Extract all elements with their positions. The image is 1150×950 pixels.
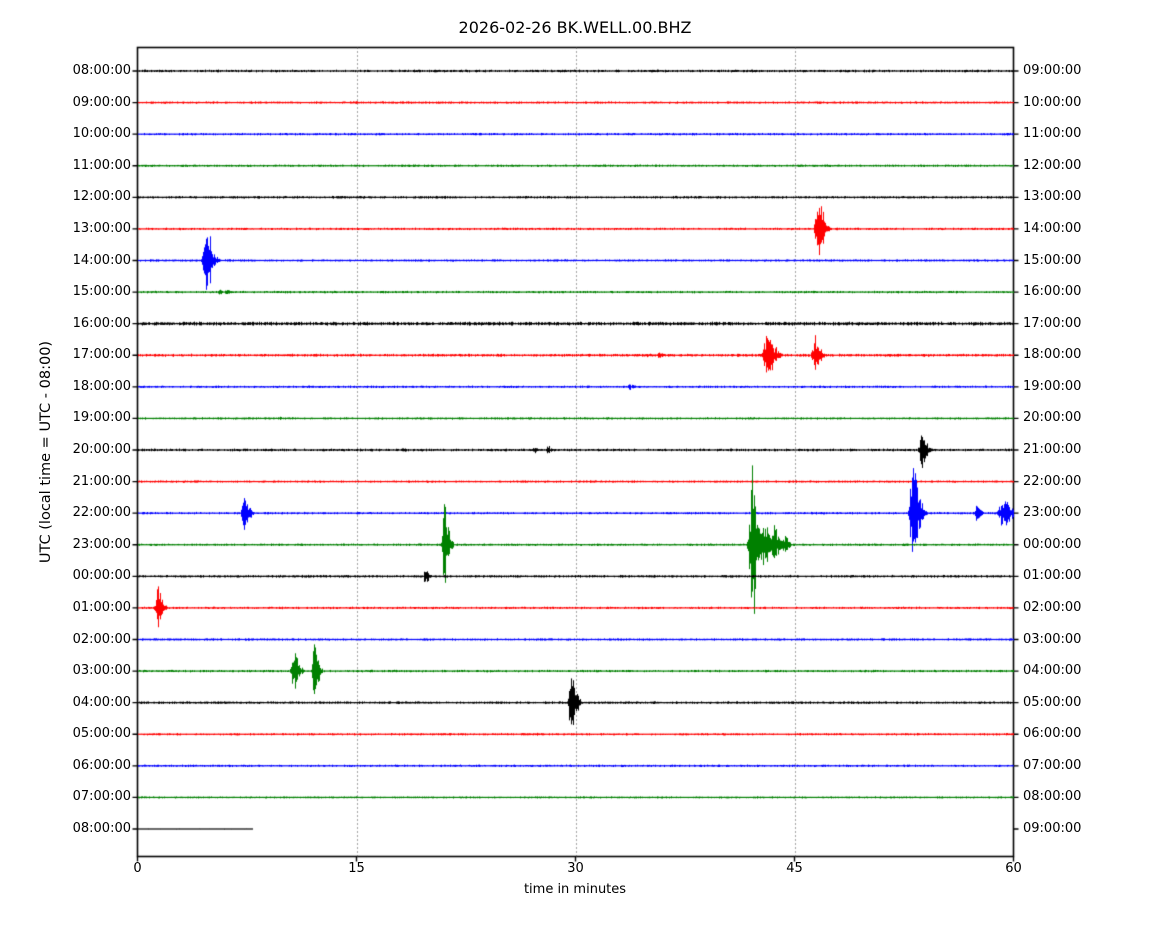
utc-tick-label: 07:00:00 [72,789,131,805]
local-tick-label: 15:00:00 [1023,252,1082,268]
local-tick-label: 01:00:00 [1023,568,1082,584]
utc-tick-label: 21:00:00 [72,473,131,489]
utc-tick-label: 05:00:00 [72,726,131,742]
utc-tick-label: 12:00:00 [72,189,131,205]
utc-tick-label: 17:00:00 [72,347,131,363]
utc-tick-label: 00:00:00 [72,568,131,584]
utc-tick-label: 22:00:00 [72,505,131,521]
local-tick-label: 21:00:00 [1023,442,1082,457]
utc-tick-label: 16:00:00 [72,315,131,331]
utc-tick-label: 23:00:00 [72,536,131,552]
local-tick-label: 09:00:00 [1023,63,1082,78]
local-tick-label: 18:00:00 [1023,347,1082,363]
utc-tick-label: 10:00:00 [72,126,131,142]
x-tick-label: 30 [567,861,584,876]
x-tick-label: 0 [133,861,142,876]
local-tick-label: 22:00:00 [1023,473,1082,489]
utc-tick-label: 18:00:00 [72,378,131,394]
local-tick-label: 10:00:00 [1023,94,1082,110]
local-tick-label: 11:00:00 [1023,126,1082,142]
utc-tick-label: 14:00:00 [72,252,131,268]
local-tick-label: 00:00:00 [1023,536,1082,552]
local-tick-label: 03:00:00 [1023,631,1082,647]
x-tick-label: 45 [786,861,803,876]
local-tick-label: 05:00:00 [1023,694,1082,710]
local-tick-label: 13:00:00 [1023,189,1082,205]
local-tick-label: 12:00:00 [1023,157,1082,173]
local-tick-label: 07:00:00 [1023,757,1082,773]
chart-title: 2026-02-26 BK.WELL.00.BHZ [458,18,692,37]
utc-tick-label: 08:00:00 [72,821,131,836]
utc-tick-label: 02:00:00 [72,631,131,647]
local-tick-label: 06:00:00 [1023,726,1082,742]
utc-tick-label: 08:00:00 [72,63,131,78]
local-tick-label: 04:00:00 [1023,663,1082,679]
utc-tick-label: 19:00:00 [72,410,131,426]
utc-tick-label: 06:00:00 [72,757,131,773]
local-tick-label: 19:00:00 [1023,378,1082,394]
utc-tick-label: 01:00:00 [72,599,131,615]
local-tick-label: 16:00:00 [1023,284,1082,300]
utc-tick-label: 03:00:00 [72,663,131,679]
local-tick-label: 20:00:00 [1023,410,1082,426]
utc-tick-label: 13:00:00 [72,220,131,236]
local-tick-label: 23:00:00 [1023,505,1082,521]
local-tick-label: 08:00:00 [1023,789,1082,805]
x-axis-label: time in minutes [523,882,627,897]
local-tick-label: 14:00:00 [1023,220,1082,236]
x-tick-label: 15 [348,861,365,876]
local-tick-label: 02:00:00 [1023,599,1082,615]
utc-tick-label: 09:00:00 [72,94,131,110]
utc-tick-label: 04:00:00 [72,694,131,710]
local-tick-label: 09:00:00 [1023,821,1082,836]
utc-tick-label: 11:00:00 [72,157,131,173]
local-tick-label: 17:00:00 [1023,315,1082,331]
x-tick-label: 60 [1005,861,1022,876]
utc-tick-label: 15:00:00 [72,284,131,300]
utc-tick-label: 20:00:00 [72,442,131,457]
